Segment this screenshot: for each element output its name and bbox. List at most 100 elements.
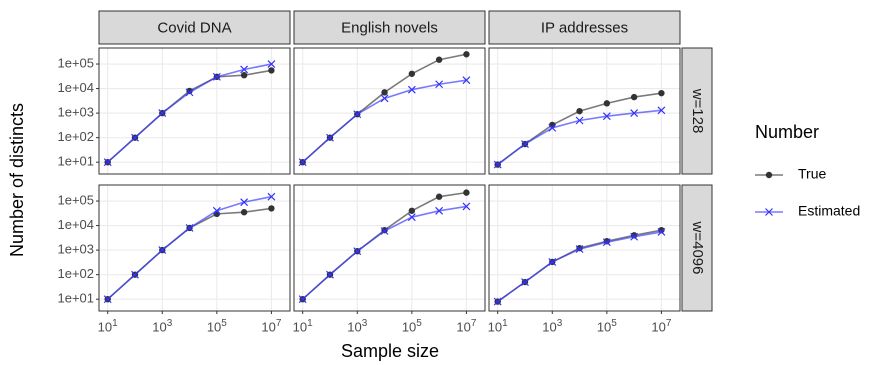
x-tick-label: 107 <box>456 318 476 335</box>
point <box>462 76 471 85</box>
y-tick-label: 1e+02 <box>57 129 94 144</box>
point <box>435 80 444 89</box>
point <box>575 245 584 254</box>
y-tick-label: 1e+05 <box>57 192 94 207</box>
point <box>521 278 529 286</box>
point <box>462 202 471 211</box>
point <box>576 107 583 115</box>
point <box>185 88 194 97</box>
point <box>240 198 249 207</box>
strip <box>488 10 681 45</box>
point <box>267 60 276 68</box>
point <box>267 192 276 201</box>
point <box>658 89 665 97</box>
point <box>435 206 444 215</box>
point <box>131 133 139 142</box>
point <box>212 206 221 215</box>
legend-label: Estimated <box>798 203 860 219</box>
panel <box>99 185 290 311</box>
x-tick-label: 101 <box>98 318 118 335</box>
point <box>131 270 139 279</box>
x-tick-label: 103 <box>152 318 172 335</box>
point <box>380 94 389 103</box>
x-tick-label: 103 <box>347 318 367 335</box>
x-tick-label: 107 <box>651 318 671 335</box>
point <box>575 116 584 125</box>
legend-marker <box>765 208 773 216</box>
point <box>657 228 666 236</box>
x-tick-label: 105 <box>597 318 617 335</box>
point <box>326 133 334 142</box>
legend-title: Number <box>755 122 819 142</box>
panel <box>294 185 485 311</box>
point <box>463 189 470 196</box>
point <box>381 89 388 96</box>
y-tick-label: 1e+02 <box>57 266 94 281</box>
y-tick-label: 1e+03 <box>57 105 94 120</box>
point <box>435 56 443 63</box>
x-tick-label: 107 <box>261 318 281 335</box>
y-tick-label: 1e+03 <box>57 242 94 257</box>
y-axis-title: Number of distincts <box>7 103 27 257</box>
y-tick-label: 1e+04 <box>57 217 94 232</box>
point <box>380 227 389 235</box>
point <box>240 65 249 74</box>
strip-label: IP addresses <box>541 19 628 36</box>
strip <box>98 10 291 45</box>
strip-label: Covid DNA <box>157 19 231 36</box>
point <box>521 140 529 148</box>
x-tick-label: 101 <box>293 318 313 335</box>
point <box>158 246 167 255</box>
point <box>630 232 639 241</box>
point <box>268 67 275 74</box>
point <box>185 224 194 232</box>
point <box>298 158 307 167</box>
point <box>435 193 443 200</box>
y-tick-label: 1e+04 <box>57 80 94 95</box>
point <box>186 87 193 95</box>
point <box>298 295 307 304</box>
x-tick-label: 103 <box>542 318 562 335</box>
panel-border <box>98 47 291 175</box>
panel <box>294 48 485 174</box>
x-tick-label: 105 <box>207 318 227 335</box>
panel-border <box>98 184 291 312</box>
x-tick-label: 105 <box>402 318 422 335</box>
x-axis-title: Sample size <box>341 341 439 361</box>
point <box>158 109 167 118</box>
point <box>240 209 248 216</box>
panel <box>99 48 290 174</box>
x-tick-label: 101 <box>488 318 508 335</box>
point <box>103 295 112 304</box>
point <box>268 205 275 212</box>
point <box>353 110 362 119</box>
point <box>493 160 502 169</box>
strip <box>681 184 713 312</box>
point <box>657 106 666 115</box>
strip-label: English novels <box>341 19 438 36</box>
point <box>212 72 221 81</box>
point <box>630 109 639 118</box>
point <box>326 270 334 279</box>
point <box>353 247 362 256</box>
y-tick-label: 1e+01 <box>57 291 94 306</box>
y-tick-label: 1e+05 <box>57 55 94 70</box>
point <box>603 100 611 107</box>
point <box>407 85 416 94</box>
point <box>602 112 611 121</box>
point <box>463 51 470 58</box>
panel-border <box>293 47 486 175</box>
strip-label: w=4096 <box>689 221 706 275</box>
point <box>408 70 416 77</box>
point <box>408 207 416 214</box>
point <box>630 93 638 101</box>
point <box>493 297 502 306</box>
y-tick-label: 1e+01 <box>57 154 94 169</box>
point <box>548 123 557 132</box>
strip <box>681 47 713 175</box>
strip <box>293 10 486 45</box>
panel-border <box>488 184 681 312</box>
point <box>240 72 248 79</box>
